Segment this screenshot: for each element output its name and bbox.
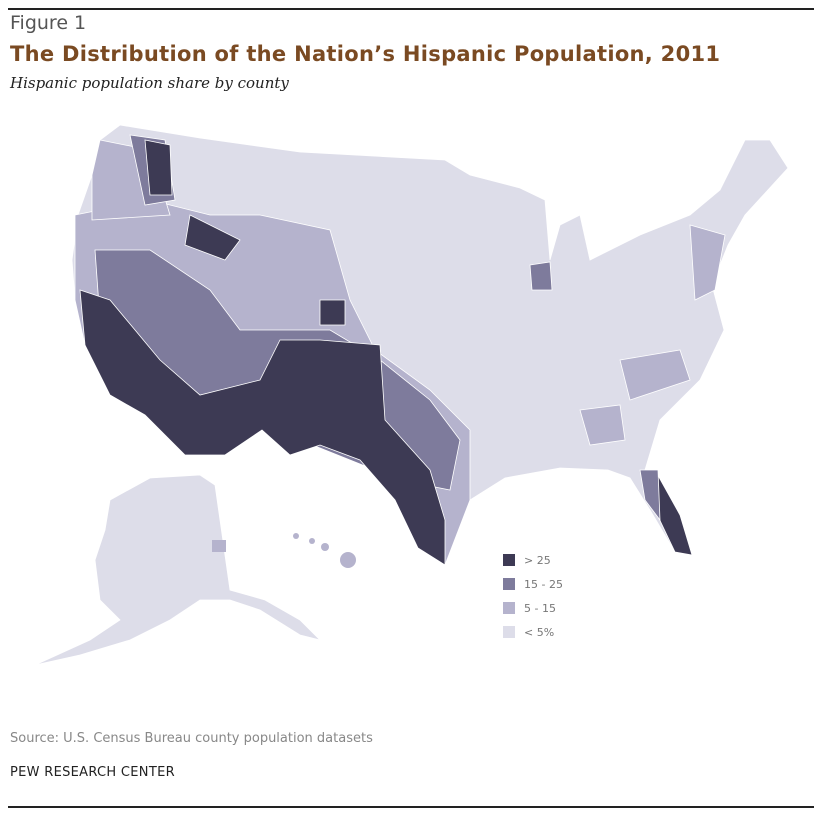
chart-subtitle: Hispanic population share by county — [10, 74, 289, 92]
region-over-25-colorado — [319, 299, 346, 326]
region-5-15-chicago — [529, 261, 553, 291]
legend-swatch — [503, 554, 515, 566]
region-over-25-idaho — [184, 214, 241, 261]
legend-item: 5 - 15 — [503, 596, 563, 620]
legend-swatch — [503, 578, 515, 590]
figure-label: Figure 1 — [10, 12, 87, 34]
top-rule — [8, 8, 814, 10]
alaska — [34, 474, 322, 666]
region-over-25-southwest — [79, 289, 446, 566]
region-5-15-carolinas — [619, 349, 691, 401]
bottom-rule — [8, 806, 814, 808]
legend-swatch — [503, 602, 515, 614]
legend-label: > 25 — [524, 553, 551, 567]
us-county-map — [34, 124, 789, 666]
region-5-15-georgia — [579, 404, 626, 446]
region-over-25-washington — [144, 139, 173, 196]
legend-swatch — [503, 626, 515, 638]
legend-item: 15 - 25 — [503, 572, 563, 596]
legend-label: 15 - 25 — [524, 577, 563, 591]
chart-title: The Distribution of the Nation’s Hispani… — [10, 42, 721, 66]
map-legend: > 25 15 - 25 5 - 15 < 5% — [503, 548, 563, 644]
legend-label: < 5% — [524, 625, 555, 639]
region-5-15-florida — [639, 469, 661, 522]
region-5-15-northeast — [689, 224, 726, 301]
hawaii — [293, 533, 356, 568]
legend-item: < 5% — [503, 620, 563, 644]
alaska-county — [212, 540, 226, 552]
legend-item: > 25 — [503, 548, 563, 572]
legend-label: 5 - 15 — [524, 601, 556, 615]
organization-name: PEW RESEARCH CENTER — [10, 765, 175, 780]
region-over-25-florida — [654, 468, 693, 556]
source-note: Source: U.S. Census Bureau county popula… — [10, 731, 373, 746]
